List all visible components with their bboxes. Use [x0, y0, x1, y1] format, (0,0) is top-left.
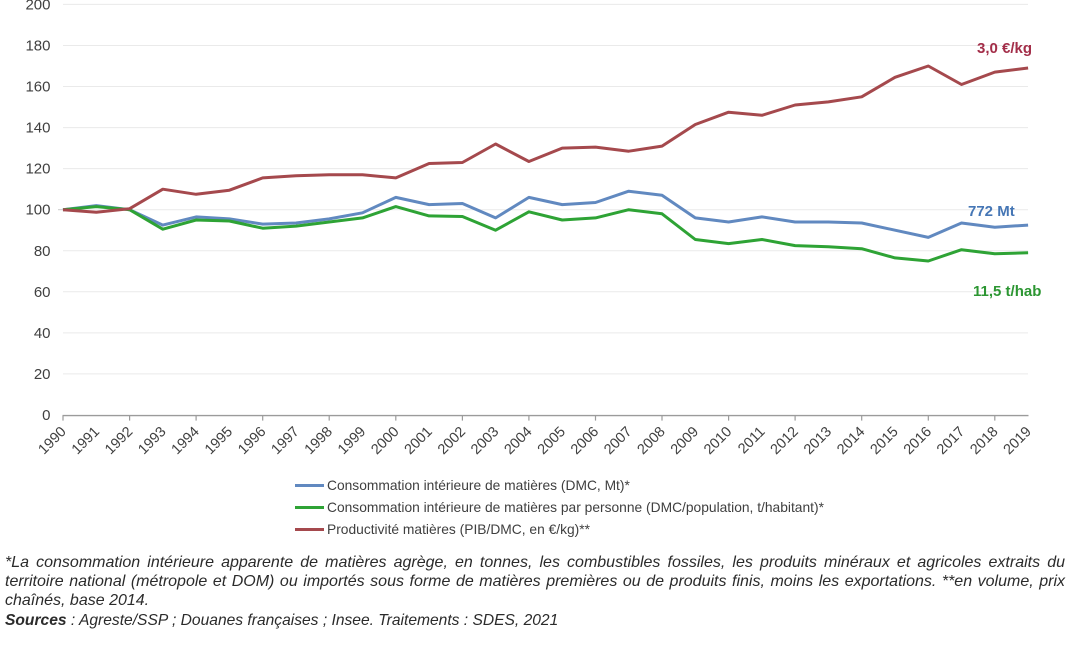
- svg-text:1994: 1994: [169, 424, 203, 458]
- svg-text:2012: 2012: [768, 424, 802, 458]
- svg-text:140: 140: [25, 120, 50, 137]
- svg-text:2009: 2009: [668, 424, 702, 458]
- svg-text:1995: 1995: [202, 424, 236, 458]
- svg-text:2007: 2007: [601, 424, 635, 458]
- svg-text:20: 20: [34, 366, 51, 383]
- svg-text:2001: 2001: [402, 424, 436, 458]
- svg-text:2005: 2005: [535, 424, 569, 458]
- svg-text:2008: 2008: [635, 424, 669, 458]
- svg-text:2002: 2002: [435, 424, 469, 458]
- svg-text:1992: 1992: [102, 424, 136, 458]
- svg-text:1998: 1998: [302, 424, 336, 458]
- svg-text:1999: 1999: [335, 424, 369, 458]
- svg-text:2000: 2000: [368, 424, 402, 458]
- svg-text:1990: 1990: [36, 424, 70, 458]
- svg-text:1993: 1993: [135, 424, 169, 458]
- svg-text:0: 0: [42, 407, 50, 424]
- svg-text:1996: 1996: [235, 424, 269, 458]
- svg-text:180: 180: [25, 38, 50, 55]
- svg-text:60: 60: [34, 284, 51, 301]
- svg-text:1991: 1991: [69, 424, 103, 458]
- svg-text:2016: 2016: [901, 424, 935, 458]
- svg-text:2006: 2006: [568, 424, 602, 458]
- svg-text:120: 120: [25, 161, 50, 178]
- svg-text:160: 160: [25, 79, 50, 96]
- svg-text:1997: 1997: [269, 424, 303, 458]
- svg-text:2004: 2004: [501, 424, 535, 458]
- svg-text:2003: 2003: [468, 424, 502, 458]
- svg-text:100: 100: [25, 202, 50, 219]
- svg-text:2018: 2018: [967, 424, 1001, 458]
- svg-text:2011: 2011: [735, 424, 768, 457]
- svg-text:2010: 2010: [701, 424, 735, 458]
- svg-text:40: 40: [34, 325, 51, 342]
- svg-text:2013: 2013: [801, 424, 835, 458]
- svg-text:2014: 2014: [834, 424, 868, 458]
- svg-text:200: 200: [25, 0, 50, 13]
- svg-text:2019: 2019: [1001, 424, 1035, 458]
- svg-text:2015: 2015: [868, 424, 902, 458]
- svg-text:2017: 2017: [934, 424, 968, 458]
- svg-text:80: 80: [34, 243, 51, 260]
